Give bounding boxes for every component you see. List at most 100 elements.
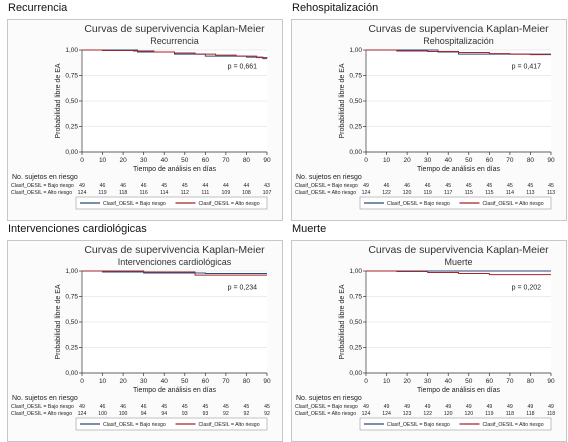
risk-value: 107 (263, 190, 272, 196)
risk-value: 119 (485, 411, 493, 417)
risk-value: 93 (182, 411, 188, 417)
risk-value: 116 (140, 190, 148, 196)
risk-value: 117 (444, 190, 452, 196)
risk-row-label: Clasif_OESIL = Alto riesgo (295, 411, 356, 417)
risk-value: 124 (78, 411, 87, 417)
risk-table-header: No. sujetos en riesgo (12, 395, 78, 402)
risk-value: 120 (403, 190, 412, 196)
x-tick-label: 10 (99, 378, 107, 385)
risk-value: 44 (202, 183, 208, 189)
x-tick-label: 30 (140, 157, 148, 164)
legend-box (359, 196, 552, 210)
x-tick-label: 0 (364, 378, 368, 385)
risk-value: 45 (445, 183, 451, 189)
y-tick-label: 0,50 (65, 98, 78, 105)
x-tick-label: 50 (465, 157, 473, 164)
chart-frame: Curvas de supervivencia Kaplan-Meier Muer… (291, 240, 567, 442)
risk-value: 111 (201, 190, 209, 196)
x-tick-label: 60 (202, 378, 210, 385)
x-tick-label: 90 (263, 378, 271, 385)
x-tick-label: 10 (99, 157, 107, 164)
panel-label: Muerte (292, 223, 327, 235)
risk-value: 118 (119, 190, 127, 196)
x-axis-label: Tiempo de análisis en días (133, 387, 217, 394)
risk-value: 49 (79, 404, 85, 410)
x-axis-label: Tiempo de análisis en días (417, 166, 501, 173)
x-tick-label: 30 (424, 378, 432, 385)
chart-frame: Curvas de supervivencia Kaplan-Meier Recu… (7, 19, 283, 221)
risk-value: 92 (264, 411, 270, 417)
km-chart-recurrencia: Curvas de supervivencia Kaplan-MeierRecu… (11, 23, 272, 210)
x-tick-label: 70 (222, 157, 230, 164)
x-tick-label: 70 (222, 378, 230, 385)
risk-value: 45 (161, 183, 167, 189)
risk-value: 45 (528, 183, 534, 189)
chart-subtitle: Rehospitalización (423, 36, 494, 46)
risk-value: 43 (264, 183, 270, 189)
km-curve-bajo-riesgo (366, 49, 551, 55)
x-tick-label: 80 (527, 378, 535, 385)
chart-frame: Curvas de supervivencia Kaplan-Meier Inte… (7, 240, 283, 442)
risk-row-label: Clasif_OESIL = Alto riesgo (11, 411, 72, 417)
y-tick-label: 0,00 (65, 370, 78, 377)
legend-box (359, 417, 552, 431)
y-tick-label: 1,00 (65, 268, 78, 275)
x-tick-label: 40 (445, 157, 453, 164)
x-tick-label: 60 (486, 378, 494, 385)
risk-value: 45 (182, 183, 188, 189)
p-value-annotation: p = 0,417 (512, 63, 541, 70)
risk-value: 119 (98, 190, 106, 196)
x-tick-label: 80 (243, 157, 251, 164)
panel-intervenciones: Intervenciones cardiológicas Curvas de s… (0, 221, 284, 442)
risk-value: 49 (425, 404, 431, 410)
risk-row-label: Clasif_OESIL = Bajo riesgo (295, 183, 358, 189)
risk-value: 49 (79, 183, 85, 189)
risk-value: 49 (363, 183, 369, 189)
x-tick-label: 10 (383, 157, 391, 164)
risk-value: 46 (425, 183, 431, 189)
x-tick-label: 0 (80, 157, 84, 164)
panel-recurrencia: Recurrencia Curvas de supervivencia Kapl… (0, 0, 284, 221)
risk-value: 45 (244, 404, 250, 410)
x-tick-label: 60 (486, 157, 494, 164)
x-tick-label: 20 (119, 378, 127, 385)
chart-title: Curvas de supervivencia Kaplan-Meier (84, 23, 265, 35)
panel-rehospitalizacion: Rehospitalización Curvas de supervivenci… (284, 0, 568, 221)
risk-value: 45 (161, 404, 167, 410)
km-curve-alto-riesgo (82, 270, 267, 276)
panel-label: Recurrencia (8, 2, 68, 14)
risk-value: 45 (182, 404, 188, 410)
chart-title: Curvas de supervivencia Kaplan-Meier (84, 244, 265, 256)
y-axis-label: Probabilidad libre de EA (339, 284, 346, 359)
y-tick-label: 1,00 (65, 47, 78, 54)
km-chart-rehospitalizacion: Curvas de supervivencia Kaplan-MeierReho… (295, 23, 555, 210)
risk-value: 45 (548, 183, 554, 189)
risk-value: 120 (464, 411, 473, 417)
risk-value: 113 (526, 190, 534, 196)
risk-row-label: Clasif_OESIL = Alto riesgo (11, 190, 72, 196)
risk-value: 108 (242, 190, 251, 196)
risk-value: 124 (78, 190, 87, 196)
x-axis-label: Tiempo de análisis en días (133, 166, 217, 173)
risk-value: 49 (507, 404, 513, 410)
risk-row-label: Clasif_OESIL = Alto riesgo (295, 190, 356, 196)
risk-value: 114 (506, 190, 514, 196)
km-curve-alto-riesgo (366, 270, 551, 276)
x-tick-label: 60 (202, 157, 210, 164)
risk-value: 100 (98, 411, 107, 417)
risk-value: 49 (363, 404, 369, 410)
risk-row-label: Clasif_OESIL = Bajo riesgo (11, 404, 74, 410)
x-tick-label: 50 (465, 378, 473, 385)
y-tick-label: 0,00 (349, 370, 362, 377)
y-tick-label: 0,50 (349, 319, 362, 326)
y-axis-label: Probabilidad libre de EA (339, 63, 346, 138)
risk-value: 49 (404, 404, 410, 410)
chart-title: Curvas de supervivencia Kaplan-Meier (368, 244, 549, 256)
x-tick-label: 0 (364, 157, 368, 164)
km-curve-alto-riesgo (366, 49, 551, 56)
risk-value: 94 (141, 411, 147, 417)
chart-subtitle: Recurrencia (150, 36, 199, 46)
risk-value: 93 (202, 411, 208, 417)
risk-value: 45 (466, 183, 472, 189)
risk-value: 46 (100, 183, 106, 189)
